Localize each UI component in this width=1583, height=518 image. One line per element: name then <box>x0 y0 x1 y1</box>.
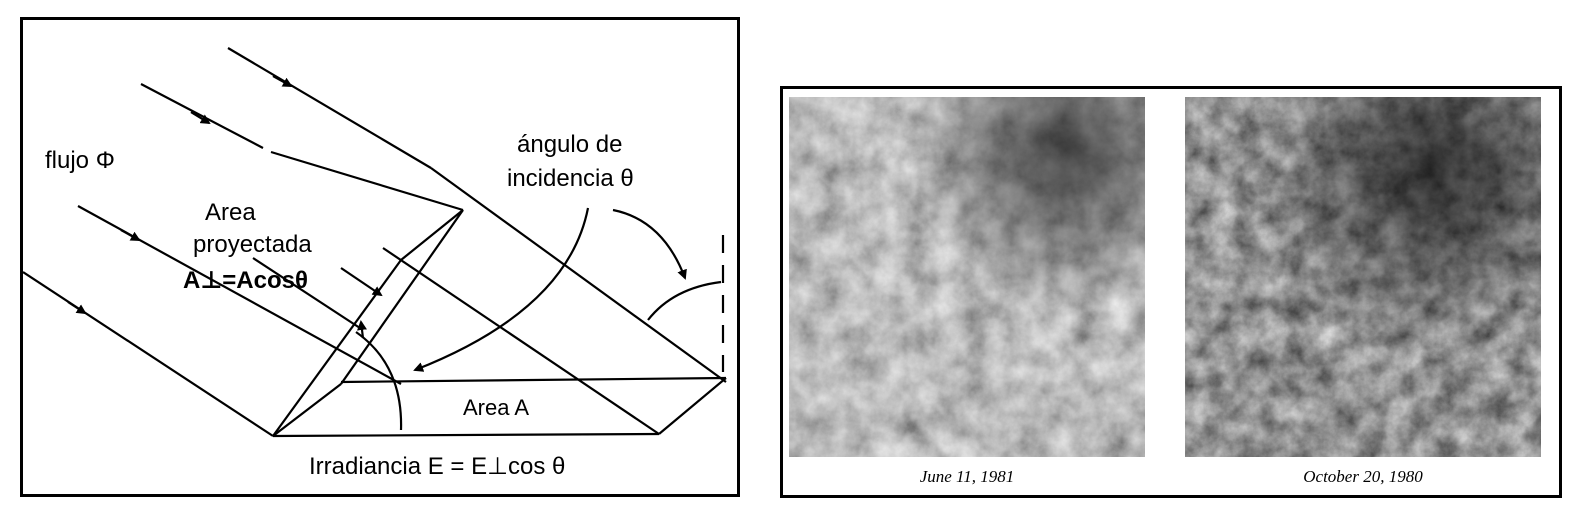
angle-label-line1: ángulo de <box>517 131 622 158</box>
projected-formula: A⊥=Acosθ <box>183 267 308 294</box>
projected-label-line1: Area <box>205 199 256 226</box>
photo-caption-october: October 20, 1980 <box>1303 467 1423 486</box>
lower-angle-arc <box>355 331 403 431</box>
projected-edge-right <box>340 209 464 385</box>
ray-1b <box>430 167 727 383</box>
area-bottom-edge <box>272 432 660 438</box>
terrain-photos-panel: June 11, 1981 October 20, 1980 <box>780 86 1562 498</box>
projected-label-line2: proyectada <box>193 231 312 258</box>
ray-2 <box>140 83 264 149</box>
irradiance-diagram: flujo Φ ángulo de incidencia θ Area proy… <box>23 47 727 480</box>
terrain-photo-june <box>789 97 1145 457</box>
area-right-edge <box>658 377 727 435</box>
ray-5 <box>382 247 660 435</box>
irradiance-label: Irradiancia E = E⊥cos θ <box>309 453 565 480</box>
incidence-angle-arc <box>647 280 722 321</box>
terrain-photo-october <box>1185 97 1541 457</box>
ray-2b <box>270 150 464 212</box>
irradiance-diagram-panel: flujo Φ ángulo de incidencia θ Area proy… <box>20 17 740 497</box>
projected-edge-top <box>400 209 464 261</box>
projected-edge-bottom <box>272 383 342 437</box>
ray-1 <box>227 47 432 169</box>
area-top-edge <box>340 376 727 384</box>
flux-label: flujo Φ <box>45 147 115 174</box>
ray-4 <box>23 271 274 437</box>
ray-6 <box>252 257 364 331</box>
area-label: Area A <box>463 395 529 420</box>
angle-label-line2: incidencia θ <box>507 165 634 192</box>
photo-caption-june: June 11, 1981 <box>919 467 1015 486</box>
